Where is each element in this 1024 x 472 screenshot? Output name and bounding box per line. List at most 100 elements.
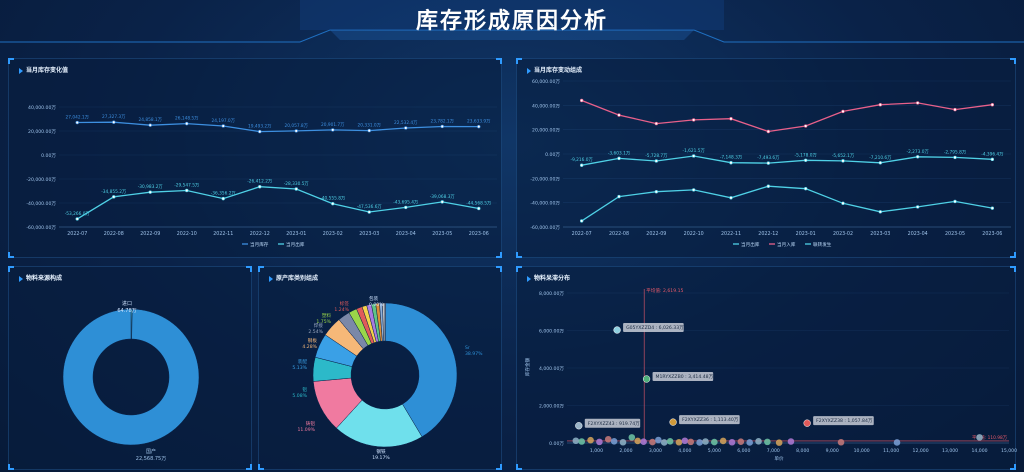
data-point <box>841 201 845 205</box>
data-point <box>729 117 733 121</box>
data-point <box>915 101 920 105</box>
x-tick-label: 15,000 <box>1001 448 1017 454</box>
data-point <box>440 200 444 204</box>
slice-value: 64.78万 <box>117 308 136 314</box>
data-label: -7,148.3万 <box>720 155 743 161</box>
scatter-point <box>660 439 668 446</box>
scatter-point <box>619 438 627 446</box>
slice-label: 国产 <box>146 448 156 455</box>
point-tooltip-box <box>623 323 684 333</box>
data-point <box>841 109 845 114</box>
data-label: -4,396.4万 <box>981 151 1004 157</box>
scatter-point-highlight <box>575 422 583 430</box>
data-point <box>221 196 225 201</box>
scatter-point <box>640 438 647 445</box>
slice-label: Sr <box>465 345 470 351</box>
x-tick-label: 2023-01 <box>286 231 306 237</box>
panel-title-text: 当月库存变化值 <box>26 67 69 74</box>
scatter-point <box>610 438 618 445</box>
x-tick-label: 2023-05 <box>432 231 452 237</box>
point-tooltip-text: F2XYXZZ38 : 1,057.84万 <box>816 418 873 424</box>
x-tick-label: 7,000 <box>767 448 780 454</box>
data-label: -26,412.2万 <box>247 179 273 185</box>
scatter-point <box>719 437 727 445</box>
data-label: -29,547.5万 <box>174 182 200 188</box>
data-point <box>112 195 116 199</box>
scatter-point <box>755 438 762 445</box>
point-tooltip-box <box>813 416 874 426</box>
data-point <box>75 120 79 125</box>
data-point <box>915 205 920 209</box>
x-tick-label: 11,000 <box>883 448 899 454</box>
data-label: -34,855.2万 <box>101 189 127 195</box>
x-tick-label: 2023-03 <box>359 231 379 237</box>
data-label: 20,057.8万 <box>285 123 309 129</box>
data-point <box>477 206 481 211</box>
x-tick-label: 2022-10 <box>684 231 704 237</box>
slice-label: 铝 <box>302 386 307 393</box>
slice-value: 11.09% <box>297 427 315 433</box>
scatter-point <box>711 438 718 446</box>
scatter-point-highlight <box>613 326 621 334</box>
data-label: -3,603.1万 <box>608 150 631 156</box>
data-point <box>953 107 957 112</box>
slice-label: 进口 <box>122 300 132 307</box>
x-tick-label: 2023-02 <box>323 231 343 237</box>
slice-value: 2.54% <box>308 329 323 335</box>
x-tick-label: 2022-10 <box>177 231 197 237</box>
data-point <box>878 161 883 165</box>
series-line <box>581 99 993 133</box>
data-label: -53,266.0万 <box>65 211 91 217</box>
slice-value: 22,568.75万 <box>136 456 166 462</box>
data-label: -39,068.3万 <box>430 194 456 200</box>
slice-value: 1.24% <box>334 307 349 313</box>
scatter-point <box>775 439 783 446</box>
x-axis-title: 单价 <box>774 455 784 462</box>
data-label: 23,633.9万 <box>467 119 491 125</box>
scatter-point-highlight <box>642 375 651 383</box>
data-point <box>990 103 995 107</box>
scatter-point <box>976 434 983 441</box>
scatter-point <box>655 436 662 444</box>
x-tick-label: 13,000 <box>942 448 958 454</box>
slice-value: 38.97% <box>465 351 483 357</box>
panel-title-text: 物料来源构成 <box>26 275 63 282</box>
data-point <box>691 188 696 192</box>
y-tick-label: -60,000.00万 <box>26 225 56 231</box>
data-label: 26,148.5万 <box>175 116 199 122</box>
data-point <box>294 187 298 191</box>
data-label: -36,356.2万 <box>211 191 237 197</box>
y-tick-label: 60,000.00万 <box>532 79 560 85</box>
slice-label: 塑料 <box>322 312 332 319</box>
slice-label: 铸铝 <box>306 420 316 427</box>
legend-label: 当月入库 <box>777 241 796 248</box>
point-tooltip-text: M1RYXZZB0 : 3,414.48万 <box>656 374 714 380</box>
triangle-icon <box>527 67 531 74</box>
x-tick-label: 2023-06 <box>982 231 1002 237</box>
panel-title: 原产库类别组成 <box>269 273 318 282</box>
data-point <box>112 120 116 124</box>
chart-slow-moving: 8,000.00万 6,000.00万 4,000.00万 2,000.00万 0.00… <box>524 287 1017 462</box>
data-point <box>990 157 995 162</box>
data-label: 24,858.1万 <box>139 117 163 123</box>
data-point <box>953 155 957 160</box>
data-point <box>75 217 79 221</box>
data-point <box>878 103 883 107</box>
data-point <box>331 201 335 206</box>
scatter-point <box>696 439 703 446</box>
legend-label: 当月库存 <box>250 241 269 248</box>
data-label: 23,782.1万 <box>431 118 455 124</box>
data-point <box>803 158 808 162</box>
y-tick-label: 0.00万 <box>545 152 560 158</box>
scatter-point <box>578 438 586 445</box>
x-tick-label: 2022-09 <box>140 231 160 237</box>
y-tick-label: -60,000.00万 <box>530 225 560 231</box>
panel-title-text: 当月库存变动组成 <box>534 67 583 74</box>
data-label: 24,197.0万 <box>212 118 236 124</box>
x-tick-label: 9,000 <box>826 448 839 454</box>
data-label: 27,327.3万 <box>102 114 126 120</box>
panel-stock-change: 当月库存变化值 40,000.00万 20,000.00万 0.00万 -20,000… <box>8 58 502 258</box>
slice-value: 5.08% <box>292 393 307 399</box>
